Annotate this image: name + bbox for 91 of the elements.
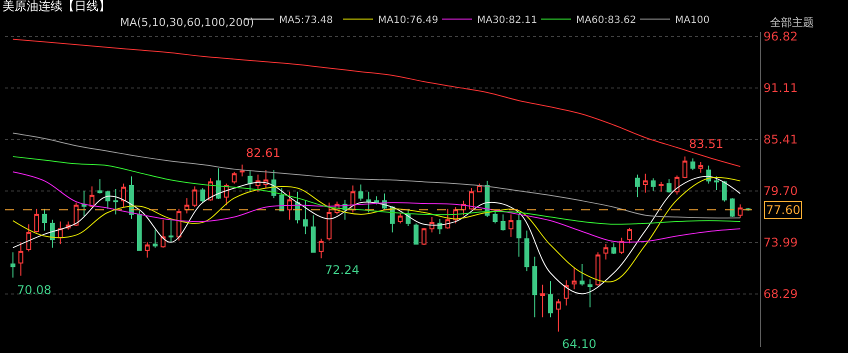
y-tick-label: 79.70	[763, 184, 798, 198]
y-tick-label: 73.99	[763, 236, 798, 250]
candlestick	[414, 222, 419, 245]
chart-title: 美原油连续【日线】	[2, 0, 111, 14]
y-tick-label: 96.82	[763, 30, 798, 44]
candlestick	[603, 244, 608, 260]
candlestick	[358, 184, 364, 202]
candlestick	[318, 238, 324, 259]
candlestick	[136, 210, 142, 251]
candlestick	[326, 202, 332, 241]
annotation: 83.51	[689, 137, 724, 151]
text: 全部主题	[770, 16, 814, 29]
candlestick	[469, 188, 474, 210]
candlestick	[690, 158, 696, 171]
candlestick	[548, 280, 553, 318]
candlestick	[698, 161, 704, 174]
candlestick	[572, 267, 577, 290]
candlestick	[722, 180, 727, 202]
candlestick	[184, 198, 190, 214]
legend-label: MA30:82.11	[477, 14, 538, 26]
candlestick	[524, 230, 530, 272]
candlestick	[121, 183, 126, 208]
candlestick	[580, 263, 585, 286]
candlestick	[611, 242, 616, 255]
candlestick	[500, 214, 506, 232]
candlestick	[97, 178, 102, 194]
candlestick	[152, 229, 158, 248]
legend-label: MA10:76.49	[378, 14, 438, 26]
annotation: 70.08	[17, 283, 52, 297]
candlestick	[240, 164, 245, 177]
candlestick	[627, 227, 632, 244]
line-series	[12, 132, 741, 218]
candlestick	[144, 242, 150, 258]
candlestick	[642, 173, 648, 194]
candlestick	[422, 227, 426, 246]
candlestick	[738, 204, 743, 218]
candlestick	[82, 190, 86, 217]
annotation: 72.24	[325, 263, 360, 277]
candlestick	[619, 237, 624, 255]
candlestick	[476, 183, 482, 192]
ref-line-label: 77.60	[766, 203, 800, 217]
line-series	[12, 38, 741, 167]
candlestick	[492, 210, 498, 224]
candlestick	[42, 208, 47, 232]
annotation: 64.10	[562, 337, 596, 351]
legend-label: MA100	[675, 14, 710, 26]
candlestick	[564, 280, 569, 306]
candlestick	[635, 174, 640, 198]
candlestick	[74, 202, 79, 227]
y-tick-label: 91.11	[763, 81, 798, 96]
annotation: 82.61	[246, 146, 280, 160]
candlestick	[588, 278, 592, 308]
candlestick	[287, 191, 292, 220]
candlestick	[113, 188, 118, 215]
candlestick	[216, 168, 221, 200]
candlestick	[366, 191, 372, 214]
candlestick	[200, 188, 206, 204]
legend-label: MA60:83.62	[576, 14, 636, 26]
candlestick	[596, 252, 600, 286]
y-tick-label: 85.41	[763, 132, 798, 147]
candlestick	[445, 208, 450, 230]
candlestick	[302, 200, 308, 235]
candlestick	[398, 212, 403, 224]
line-series	[12, 156, 741, 225]
candlestick	[556, 298, 561, 332]
text: MA(5,10,30,60,100,200)	[120, 16, 254, 29]
candlestick	[532, 256, 538, 318]
candlestick	[248, 170, 253, 192]
candlestick	[666, 178, 672, 194]
candlestick	[310, 214, 316, 253]
y-tick-label: 68.29	[763, 287, 798, 302]
candlestick	[232, 171, 237, 184]
candlestick	[90, 186, 94, 208]
candlestick	[650, 178, 656, 192]
legend-label: MA5:73.48	[279, 14, 333, 26]
candlestick	[10, 252, 16, 278]
candlestick	[658, 181, 664, 192]
candlestick	[160, 219, 166, 248]
candlestick	[730, 198, 735, 218]
candlestick	[682, 156, 688, 179]
candlestick	[540, 284, 546, 318]
candlestick	[674, 175, 680, 195]
candlestick	[18, 242, 24, 276]
candlestick	[176, 208, 182, 241]
candlestick	[508, 214, 514, 238]
line-series	[12, 171, 741, 243]
candlestick	[192, 186, 198, 208]
candlestick	[714, 176, 719, 190]
candlestick	[34, 208, 40, 233]
candlestick	[516, 214, 522, 258]
candlestick	[168, 219, 174, 243]
